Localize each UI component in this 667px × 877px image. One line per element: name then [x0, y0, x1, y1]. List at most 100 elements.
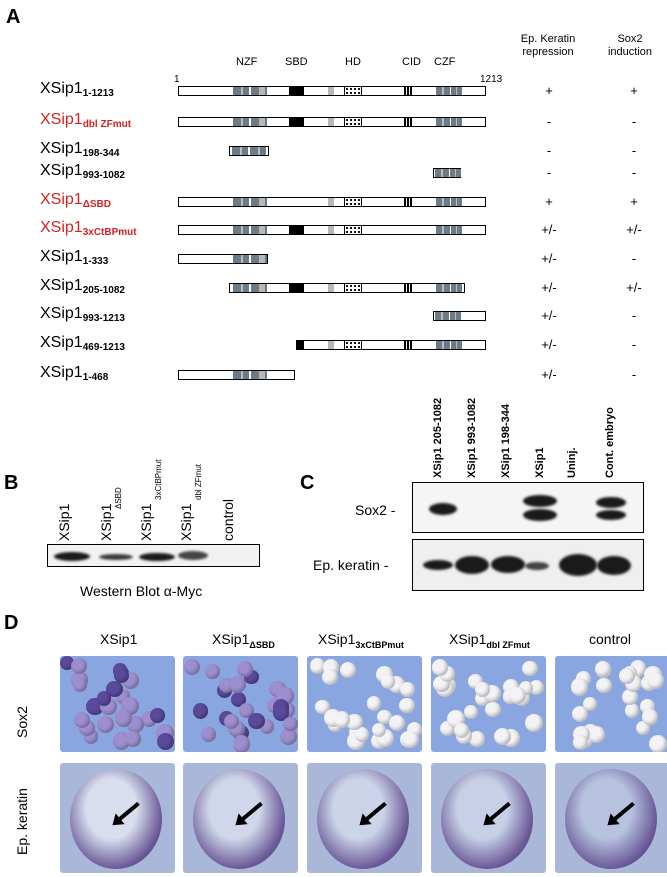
egg-blob: [72, 678, 87, 693]
egg-blob: [508, 686, 526, 705]
czf-domain: [436, 341, 462, 349]
keratin-band: [455, 556, 489, 574]
col-header-sox2-line1: Sox2: [617, 33, 643, 45]
egg-blob: [525, 714, 543, 732]
northern-lane-label: Uninj.: [566, 447, 578, 478]
construct-bar: [296, 340, 486, 350]
egg-blob: [60, 656, 74, 670]
panel-d-letter: D: [4, 612, 19, 634]
sox2-photo: [60, 656, 175, 752]
western-caption: Western Blot α-Myc: [80, 583, 203, 599]
egg-blob: [400, 682, 415, 697]
nzf-domain: [233, 87, 267, 95]
keratin-row-side-label: Ep. keratin: [14, 788, 30, 855]
sox2-score: +/-: [626, 280, 642, 295]
grey-domain: [328, 198, 334, 206]
egg-blob: [366, 696, 382, 711]
keratin-score: -: [546, 114, 552, 129]
egg-blob: [622, 688, 639, 705]
col-header-sox2: Sox2 induction: [598, 33, 662, 59]
construct-bar: [178, 117, 486, 127]
domain-label-hd: HD: [345, 56, 361, 68]
construct-subscript: 1-468: [82, 372, 109, 383]
egg-blob: [521, 660, 538, 677]
construct-subscript: 198-344: [82, 148, 120, 159]
hd-domain: [344, 118, 362, 126]
egg-blob: [377, 709, 392, 725]
sox2-band: [429, 503, 457, 515]
egg-blob: [354, 727, 369, 742]
nzf-domain: [233, 118, 267, 126]
keratin-band: [597, 556, 631, 575]
egg-blob: [646, 671, 665, 690]
construct-bar: [433, 311, 486, 321]
egg-blob: [571, 706, 589, 723]
sox2-score: -: [631, 337, 637, 352]
egg-blob: [595, 661, 611, 678]
sox2-blot: [412, 482, 644, 533]
hd-domain: [344, 198, 362, 206]
egg-blob: [618, 668, 636, 685]
keratin-photo: [60, 763, 175, 873]
grey-domain: [259, 198, 265, 206]
panel-a-letter: A: [6, 6, 21, 28]
panel-d-column-sub: dbl ZFmut: [486, 639, 530, 650]
sbd-domain: [289, 118, 304, 126]
domain-label-czf: CZF: [434, 56, 456, 68]
grey-domain: [328, 341, 334, 349]
construct-label: XSip1205-1082: [40, 277, 125, 296]
construct-label: XSip1469-1213: [40, 334, 125, 353]
col-header-sox2-line2: induction: [607, 46, 653, 58]
sox2-photo: [555, 656, 667, 752]
panel-d-column-name: XSip1: [318, 631, 356, 647]
egg-blob: [493, 727, 512, 746]
hd-domain: [344, 284, 362, 292]
egg-blob: [464, 705, 479, 720]
egg-blob: [237, 661, 254, 678]
keratin-score: +/-: [541, 367, 557, 382]
western-lane-sublabel: dbl ZFmut: [194, 463, 203, 500]
western-band: [139, 553, 175, 561]
sbd-domain: [289, 226, 304, 234]
keratin-score: +/-: [541, 251, 557, 266]
egg-blob: [279, 727, 298, 746]
egg-blob: [401, 730, 420, 748]
nzf-domain: [233, 198, 267, 206]
egg-blob: [642, 709, 658, 725]
western-blot-strip: [47, 544, 260, 567]
construct-subscript: ΔSBD: [82, 199, 112, 210]
sox2-photo: [431, 656, 546, 752]
grey-domain: [259, 255, 265, 263]
nzf-domain: [232, 147, 266, 155]
construct-subscript: 1-333: [82, 256, 109, 267]
egg-blob: [183, 658, 201, 675]
construct-name: XSip1: [40, 191, 83, 208]
nzf-domain: [233, 226, 267, 234]
keratin-score: +: [545, 194, 553, 209]
construct-subscript: 993-1213: [82, 313, 125, 324]
keratin-photo: [307, 763, 422, 873]
sox2-photo: [183, 656, 298, 752]
nzf-domain: [233, 371, 267, 379]
western-lane-label: XSip1: [178, 503, 194, 541]
panel-d-column-header: XSip13xCtBPmut: [318, 631, 404, 650]
keratin-score: +/-: [541, 280, 557, 295]
panel-d-column-sub: 3xCtBPmut: [355, 639, 404, 650]
egg-blob: [475, 682, 491, 698]
keratin-photo: [183, 763, 298, 873]
nzf-domain: [233, 284, 267, 292]
sox2-band: [596, 510, 626, 520]
construct-subscript: 3xCtBPmut: [82, 227, 137, 238]
grey-domain: [259, 87, 265, 95]
egg-blob: [570, 678, 589, 696]
construct-name: XSip1: [40, 162, 83, 179]
czf-domain: [436, 198, 462, 206]
egg-blob: [469, 730, 486, 747]
sox2-band: [596, 497, 626, 508]
egg-blob: [124, 730, 142, 748]
keratin-band: [525, 562, 549, 570]
czf-domain: [435, 169, 461, 177]
egg-blob: [248, 713, 265, 730]
panel-d-column-sub: ΔSBD: [249, 639, 275, 650]
egg-blob: [106, 680, 123, 698]
